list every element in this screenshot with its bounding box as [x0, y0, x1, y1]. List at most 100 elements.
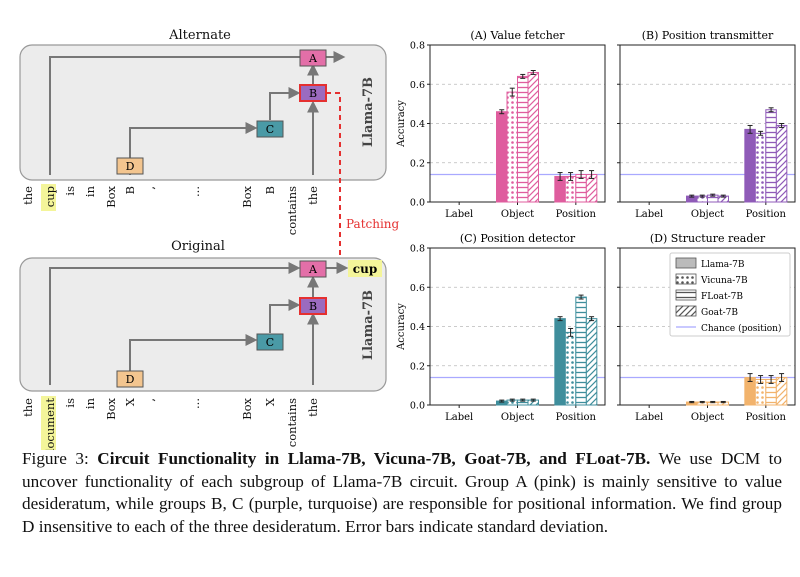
y-tick-label: 0.4 — [410, 119, 425, 130]
chart-title: (D) Structure reader — [650, 232, 766, 245]
chart-legend: Llama-7B Vicuna-7B FLoat-7B Goat-7B Chance (… — [669, 252, 791, 337]
chart-title: (B) Position transmitter — [642, 29, 774, 42]
bar — [517, 75, 529, 203]
output-highlight — [348, 260, 382, 277]
figure-caption: Figure 3: Circuit Functionality in Llama… — [22, 448, 782, 538]
original-model-label: Llama-7B — [361, 290, 376, 360]
y-tick-label: 0.0 — [410, 401, 425, 412]
chart-panel: (C) Position detector 0.0 0.2 0.4 0.6 0.8 Accu… — [396, 232, 606, 423]
alt-node-c-label: C — [266, 123, 274, 136]
legend-label: Chance (position) — [701, 323, 781, 334]
alt-token: ... — [188, 186, 202, 197]
alt-token: is — [63, 186, 77, 196]
x-tick-label: Position — [746, 412, 787, 423]
alt-token: in — [83, 185, 97, 197]
orig-node-a-label: A — [308, 263, 318, 276]
alt-node-a-label: A — [308, 52, 318, 65]
alt-token: Box — [240, 186, 254, 208]
x-tick-label: Object — [691, 209, 724, 220]
orig-token: the — [306, 398, 320, 417]
alt-token: contains — [285, 186, 299, 235]
alternate-panel — [19, 44, 387, 181]
orig-node-b — [299, 297, 327, 315]
legend-box — [669, 252, 791, 337]
bar — [554, 318, 566, 406]
alt-node-d — [116, 157, 144, 175]
orig-token: document — [43, 398, 57, 450]
orig-token: X — [263, 397, 277, 406]
bar — [765, 109, 777, 203]
original-panel — [19, 257, 387, 392]
alt-token-highlight — [41, 184, 56, 211]
orig-node-c — [256, 333, 284, 351]
legend-label: Llama-7B — [701, 260, 745, 270]
y-axis-label: Accuracy — [396, 100, 407, 148]
original-title: Original — [171, 239, 225, 254]
bar — [754, 132, 767, 203]
chart-panel: (A) Value fetcher 0.0 0.2 0.4 0.6 0.8 Accuracy… — [396, 29, 606, 220]
alt-token: cup — [43, 186, 57, 207]
circuit-diagram: Alternate Llama-7B A B C D the cup is in Box… — [0, 0, 400, 458]
orig-token: Box — [104, 398, 118, 420]
alt-token: Box — [104, 186, 118, 208]
legend-swatch — [675, 257, 697, 269]
alternate-title: Alternate — [168, 28, 231, 43]
bar — [775, 124, 788, 203]
patching-label: Patching — [346, 217, 400, 231]
caption-prefix: Figure 3: — [22, 449, 98, 468]
x-tick-label: Position — [556, 209, 597, 220]
orig-token-highlight — [41, 396, 56, 458]
alt-token: B — [263, 186, 277, 194]
y-tick-label: 0.6 — [410, 80, 425, 91]
alt-node-d-label: D — [126, 160, 135, 173]
legend-swatch — [675, 305, 697, 317]
chart-title: (C) Position detector — [460, 232, 576, 245]
orig-token: Box — [240, 398, 254, 420]
chart-title: (A) Value fetcher — [470, 29, 565, 42]
x-tick-label: Object — [501, 209, 534, 220]
orig-node-d — [116, 370, 144, 388]
caption-bold: Circuit Functionality in Llama-7B, Vicun… — [97, 449, 651, 468]
y-tick-label: 0.2 — [410, 158, 425, 169]
orig-token: is — [63, 398, 77, 408]
alt-node-a — [299, 49, 327, 67]
alt-node-b-label: B — [309, 87, 317, 100]
x-tick-label: Object — [501, 412, 534, 423]
chart-panel: (B) Position transmitter Label Object Posit… — [617, 29, 796, 220]
bar — [585, 318, 598, 406]
x-tick-label: Position — [746, 209, 787, 220]
y-tick-label: 0.0 — [410, 198, 425, 209]
alt-token: , — [143, 186, 157, 190]
alt-node-c — [256, 120, 284, 138]
y-tick-label: 0.4 — [410, 322, 425, 333]
x-tick-label: Object — [691, 412, 724, 423]
alt-token: the — [21, 186, 35, 205]
bar-charts: (A) Value fetcher 0.0 0.2 0.4 0.6 0.8 Accuracy… — [395, 0, 800, 440]
orig-node-c-label: C — [266, 336, 274, 349]
x-tick-label: Label — [635, 412, 663, 423]
bar — [575, 296, 587, 406]
bar — [527, 71, 539, 203]
x-tick-label: Label — [445, 412, 473, 423]
orig-node-b-label: B — [309, 300, 317, 313]
x-tick-label: Label — [445, 209, 473, 220]
orig-node-a — [299, 260, 327, 278]
alt-token: the — [306, 186, 320, 205]
legend-label: Vicuna-7B — [700, 276, 748, 286]
y-axis-label: Accuracy — [396, 303, 407, 351]
y-tick-label: 0.8 — [410, 41, 425, 52]
orig-token: in — [83, 397, 97, 409]
y-tick-label: 0.8 — [410, 244, 425, 255]
x-tick-label: Position — [556, 412, 597, 423]
orig-node-d-label: D — [126, 373, 135, 386]
orig-token: ... — [188, 398, 202, 409]
orig-token: , — [143, 398, 157, 402]
y-tick-label: 0.2 — [410, 361, 425, 372]
orig-token: X — [123, 397, 137, 406]
y-tick-label: 0.6 — [410, 283, 425, 294]
alternate-model-label: Llama-7B — [361, 77, 376, 147]
output-label: cup — [353, 262, 377, 276]
bar — [506, 91, 518, 203]
